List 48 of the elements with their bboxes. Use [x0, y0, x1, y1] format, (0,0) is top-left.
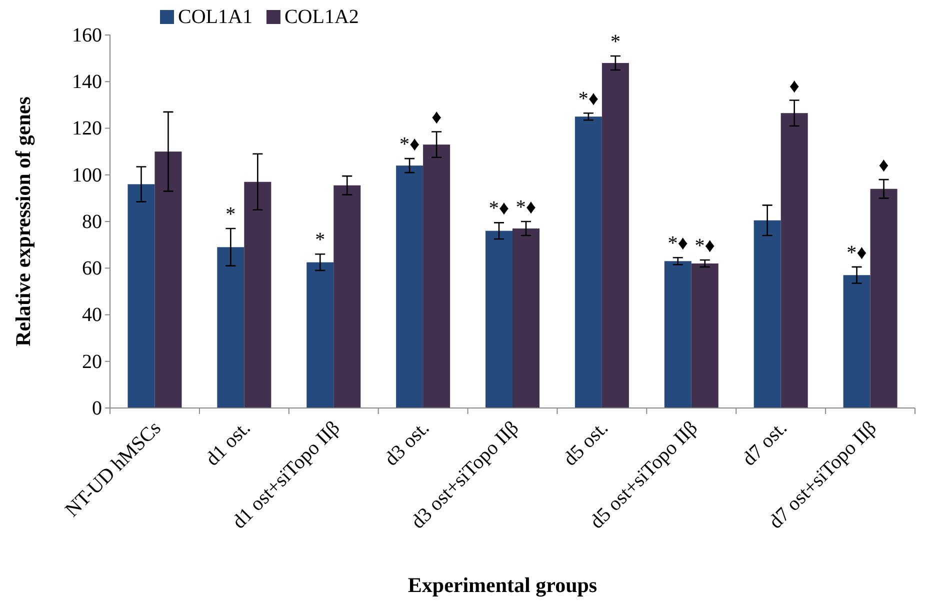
bar: [334, 185, 361, 408]
y-tick-label: 20: [82, 350, 102, 373]
y-tick-label: 120: [72, 118, 102, 140]
annotation: *♦: [488, 198, 510, 220]
x-tick-label: d7 ost.: [738, 417, 792, 470]
y-tick-label: 0: [92, 397, 102, 420]
annotation: *: [226, 203, 236, 226]
y-tick-label: 60: [82, 258, 102, 280]
y-tick-label: 100: [72, 164, 102, 186]
annotation: *: [315, 229, 326, 252]
y-axis-title: Relative expression of genes: [11, 96, 35, 346]
bar: [217, 247, 244, 408]
bar: [574, 116, 602, 408]
bar: [128, 184, 155, 408]
annotation: *♦: [578, 88, 599, 110]
bar: [870, 188, 898, 408]
y-tick-label: 40: [82, 304, 102, 326]
bar: [154, 152, 182, 408]
bar: [780, 113, 808, 408]
y-tick-label: 160: [72, 24, 102, 46]
annotation: ♦: [878, 154, 889, 177]
y-tick-label: 140: [72, 71, 102, 94]
annotation: *♦: [399, 134, 420, 156]
bar: [512, 228, 540, 408]
x-tick-label: d5 ost.: [559, 417, 613, 470]
annotation: *♦: [846, 242, 867, 264]
bar: [691, 263, 718, 408]
annotation: *♦: [694, 234, 715, 257]
annotation: *♦: [516, 196, 536, 218]
legend-label: COL1A2: [284, 6, 359, 28]
bar: [602, 62, 629, 408]
bar: [244, 182, 272, 408]
y-tick-label: 80: [82, 210, 102, 233]
bar: [306, 262, 334, 408]
legend-label: COL1A1: [178, 6, 252, 28]
annotation: *: [610, 30, 620, 53]
x-tick-label: d1 ost.: [201, 417, 255, 470]
bar: [396, 166, 424, 408]
annotation: ♦: [431, 106, 442, 129]
bar: [754, 220, 781, 408]
annotation: ♦: [789, 75, 800, 98]
annotation: *♦: [668, 232, 688, 255]
x-axis-title: Experimental groups: [408, 573, 598, 597]
x-tick-label: d3 ost.: [380, 417, 434, 470]
bar: [423, 144, 450, 408]
bar: [664, 261, 692, 408]
bar: [843, 275, 870, 408]
bar: [486, 230, 512, 408]
